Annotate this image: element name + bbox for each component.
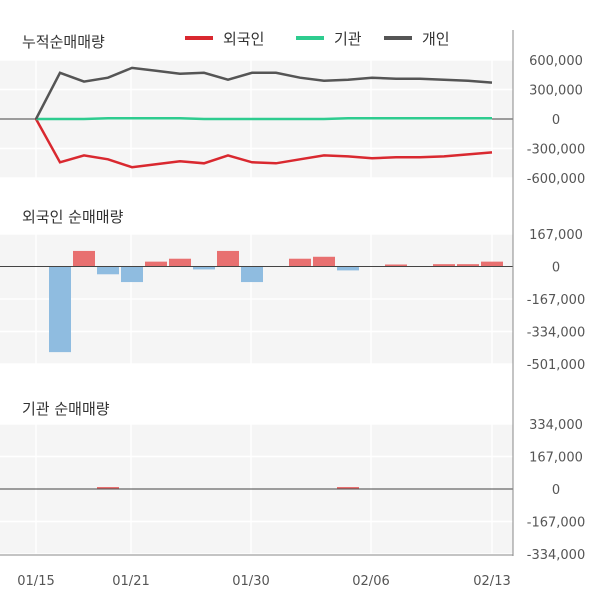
bar: [241, 266, 263, 283]
y-tick-label: -167,000: [527, 293, 585, 308]
series-line-individual: [34, 66, 493, 120]
legend: 외국인 기관 개인: [185, 30, 450, 48]
y-tick-label: -501,000: [527, 358, 585, 373]
y-tick-label: 300,000: [529, 84, 583, 99]
x-tick-label: 01/21: [112, 574, 149, 589]
panel-foreign-title: 외국인 순매매량: [22, 208, 124, 226]
y-tick-label: 167,000: [529, 451, 583, 466]
bar: [121, 266, 143, 283]
y-tick-label: 334,000: [529, 418, 583, 433]
bar: [433, 264, 455, 267]
x-tick-label: 02/06: [352, 574, 389, 589]
series-line-institution: [36, 116, 492, 121]
legend-institution-swatch: [296, 36, 324, 40]
panel-cumulative-title: 누적순매매량: [22, 33, 105, 51]
bar: [97, 266, 119, 275]
bar: [481, 261, 503, 267]
y-tick-label: -600,000: [527, 172, 585, 187]
y-tick-label: -167,000: [527, 516, 585, 531]
bar: [337, 266, 359, 271]
bar: [193, 266, 215, 270]
bar: [169, 258, 191, 267]
bar: [97, 487, 119, 489]
bar: [49, 266, 71, 353]
y-tick-label: -300,000: [527, 143, 585, 158]
bar: [337, 487, 359, 489]
x-tick-label: 02/13: [473, 574, 510, 589]
x-tick-label: 01/30: [232, 574, 269, 589]
bar: [217, 250, 239, 267]
y-tick-label: 0: [552, 113, 560, 128]
legend-individual-swatch: [384, 36, 412, 40]
legend-individual-label: 개인: [422, 30, 450, 48]
bar: [457, 264, 479, 267]
legend-foreign-swatch: [185, 36, 213, 40]
y-tick-label: -334,000: [527, 326, 585, 341]
x-tick-label: 01/15: [17, 574, 54, 589]
bar: [313, 256, 335, 267]
bar: [289, 258, 311, 267]
y-tick-label: 0: [552, 261, 560, 276]
legend-foreign-label: 외국인: [223, 30, 264, 48]
series-line-foreign: [34, 118, 493, 169]
y-tick-label: 600,000: [529, 54, 583, 69]
y-tick-label: 0: [552, 483, 560, 498]
chart-marks: 01/15 01/21 01/30 02/06 02/13 600,000 300,000 0…: [0, 54, 585, 589]
y-tick-label: -334,000: [527, 548, 585, 563]
panel-institution-title: 기관 순매매량: [22, 400, 110, 418]
y-tick-label: 167,000: [529, 228, 583, 243]
legend-institution-label: 기관: [334, 30, 362, 48]
bar: [385, 264, 407, 267]
bar: [73, 250, 95, 267]
bar: [145, 261, 167, 267]
